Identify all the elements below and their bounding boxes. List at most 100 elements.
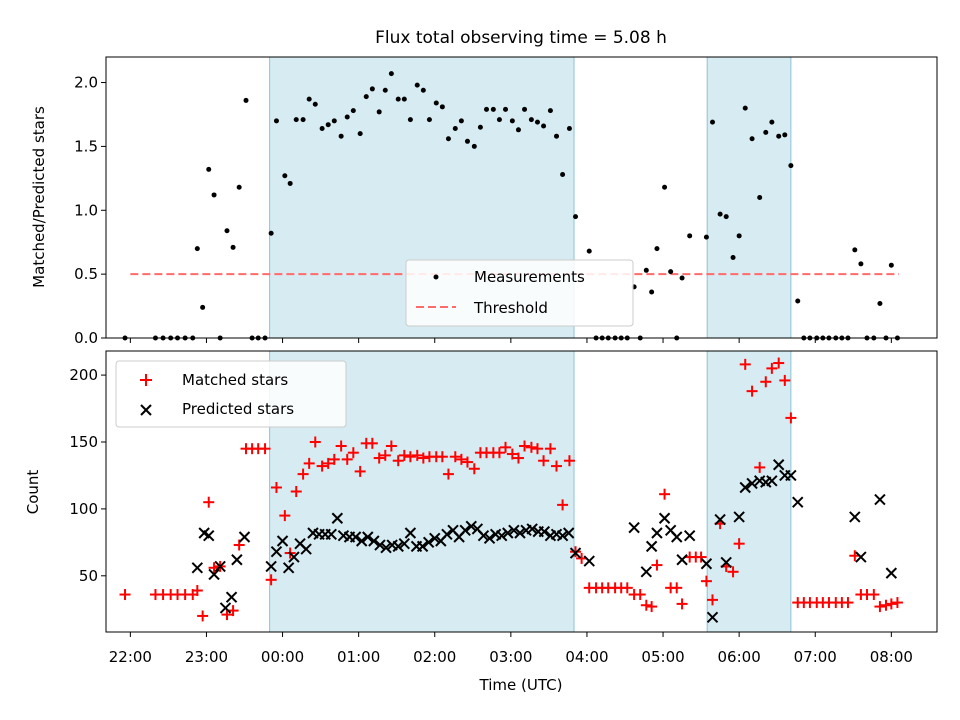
- measurement-point: [643, 267, 649, 273]
- measurement-point: [528, 117, 534, 123]
- x-tick-label: 04:00: [565, 648, 608, 666]
- matched-star-point: [512, 452, 524, 464]
- predicted-star-point: [429, 532, 441, 545]
- predicted-star-point: [792, 496, 804, 508]
- matched-star-point: [493, 447, 505, 459]
- legend-measurements-marker: [433, 274, 439, 280]
- measurement-point: [211, 192, 217, 198]
- count-panel: 50 100 150 200 22:00 23:00 00:00 01:00 02:00 03:…: [24, 350, 938, 694]
- predicted-star-point: [270, 546, 283, 558]
- predicted-star-stroke-b: [238, 531, 251, 543]
- predicted-star-point: [355, 535, 368, 547]
- count-axes-frame: [105, 350, 938, 633]
- predicted-star-point: [628, 521, 640, 534]
- predicted-star-stroke-b: [683, 529, 696, 542]
- matched-star-point: [385, 440, 397, 452]
- x-tick-label: 00:00: [261, 648, 304, 666]
- measurement-point: [319, 126, 325, 132]
- matched-star-point: [279, 510, 291, 522]
- matched-stars-points: [119, 357, 903, 622]
- ratio-axes-frame: [105, 56, 938, 339]
- measurement-point: [426, 117, 432, 123]
- predicted-star-point: [562, 527, 575, 539]
- matched-star-point: [203, 496, 215, 508]
- predicted-star-point: [465, 520, 477, 532]
- measurement-point: [282, 173, 288, 179]
- predicted-star-stroke-b: [374, 539, 386, 551]
- predicted-star-point: [508, 524, 520, 537]
- predicted-star-point: [720, 556, 732, 569]
- matched-star-point: [739, 358, 751, 370]
- matched-star-point: [634, 589, 646, 601]
- measurement-point: [433, 100, 439, 106]
- measurement-point: [452, 126, 458, 132]
- predicted-star-point: [208, 568, 220, 581]
- matched-star-point: [270, 481, 282, 493]
- predicted-star-stroke-b: [380, 541, 392, 554]
- predicted-star-point: [238, 531, 251, 543]
- predicted-star-point: [651, 527, 663, 539]
- matched-star-point: [221, 609, 233, 621]
- predicted-star-point: [276, 535, 289, 547]
- matched-star-point: [880, 599, 892, 611]
- measurement-point: [236, 184, 242, 190]
- predicted-star-stroke-b: [556, 529, 569, 542]
- predicted-star-point: [583, 555, 595, 567]
- matched-star-point: [411, 449, 423, 461]
- predicted-star-point: [746, 477, 758, 490]
- predicted-star-stroke-b: [714, 513, 726, 526]
- predicted-star-point: [514, 527, 526, 539]
- measurement-point: [338, 133, 344, 139]
- measurement-point: [407, 117, 413, 123]
- predicted-star-stroke-b: [276, 535, 289, 547]
- predicted-star-stroke-b: [885, 567, 898, 579]
- measurement-point: [445, 136, 451, 142]
- measurement-point: [194, 246, 200, 252]
- matched-star-point: [891, 597, 903, 609]
- matched-star-point: [297, 468, 309, 480]
- measurement-point: [382, 87, 388, 93]
- predicted-star-stroke-b: [203, 529, 215, 542]
- measurement-point: [852, 247, 858, 253]
- predicted-star-point: [733, 511, 745, 523]
- measurement-point: [496, 117, 502, 123]
- predicted-star-stroke-b: [191, 562, 204, 574]
- matched-star-point: [707, 594, 719, 606]
- measurement-point: [749, 136, 755, 142]
- predicted-star-point: [362, 531, 374, 543]
- measurement-point: [458, 118, 464, 124]
- predicted-star-point: [671, 531, 683, 543]
- matched-star-point: [455, 453, 467, 465]
- measurement-point: [566, 126, 572, 132]
- matched-star-point: [754, 461, 766, 473]
- measurement-point: [649, 289, 655, 295]
- predicted-star-stroke-b: [658, 512, 671, 524]
- measurement-point: [224, 228, 230, 234]
- measurement-point: [586, 248, 592, 254]
- ratio-y-ticks: 0.0 0.5 1.0 1.5 2.0: [74, 74, 106, 347]
- predicted-star-stroke-b: [337, 529, 350, 542]
- measurement-point: [534, 119, 540, 125]
- predicted-star-stroke-b: [569, 547, 582, 559]
- predicted-star-stroke-b: [404, 527, 417, 539]
- predicted-star-point: [325, 528, 337, 541]
- matched-star-point: [265, 574, 277, 586]
- predicted-star-stroke-b: [855, 551, 867, 563]
- matched-star-point: [303, 457, 315, 469]
- measurement-point: [654, 246, 660, 252]
- measurement-point: [243, 97, 249, 103]
- predicted-star-point: [855, 551, 867, 563]
- predicted-star-stroke-b: [331, 512, 344, 524]
- count-y-ticks: 50 100 150 200: [69, 366, 106, 585]
- matched-star-point: [557, 499, 569, 511]
- predicted-star-point: [714, 513, 726, 526]
- ratio-legend-box: [405, 259, 634, 327]
- measurement-point: [300, 117, 306, 123]
- predicted-star-stroke-b: [496, 529, 508, 542]
- matched-star-point: [700, 575, 712, 587]
- measurement-point: [503, 106, 509, 112]
- predicted-star-stroke-b: [429, 532, 441, 545]
- matched-star-point: [322, 457, 334, 469]
- matched-star-point: [671, 582, 683, 594]
